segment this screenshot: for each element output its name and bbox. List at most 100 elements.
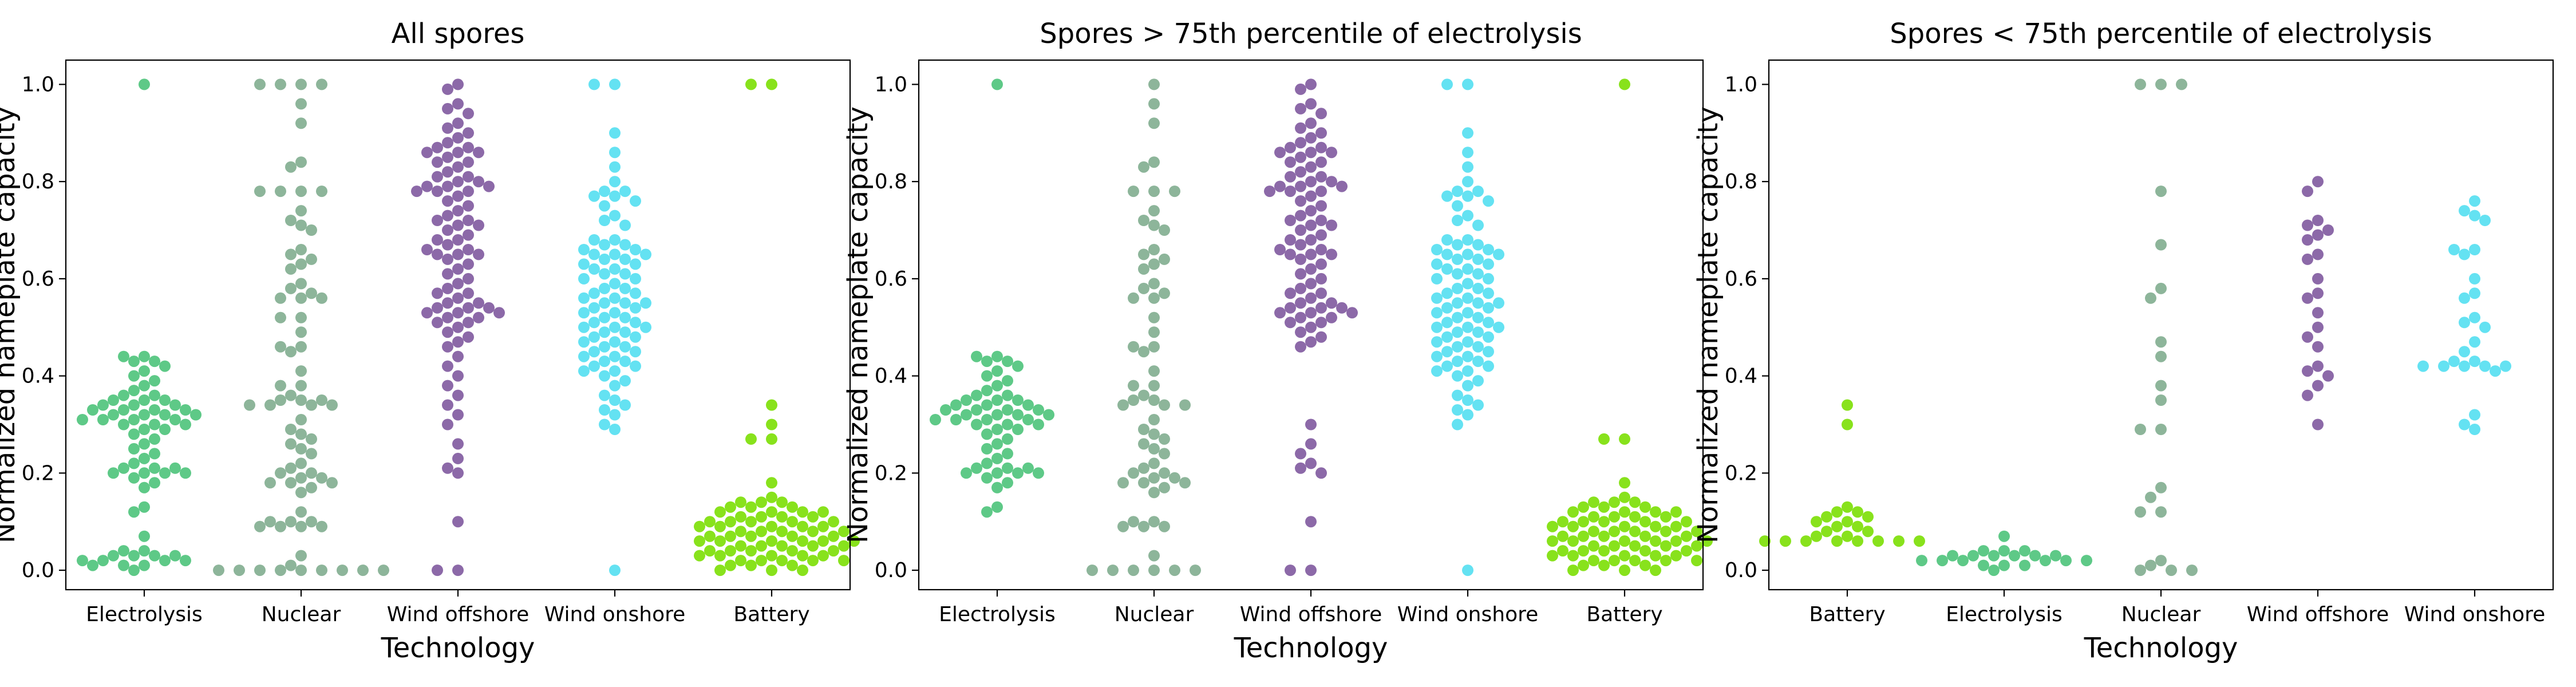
data-point bbox=[619, 341, 631, 353]
y-tick-label: 0.8 bbox=[22, 170, 54, 194]
data-point bbox=[1148, 244, 1160, 255]
data-point bbox=[1660, 555, 1672, 567]
data-point bbox=[1598, 530, 1610, 542]
data-point bbox=[609, 161, 621, 173]
data-point bbox=[411, 185, 422, 198]
data-point bbox=[991, 394, 1003, 406]
data-point bbox=[1138, 520, 1149, 532]
data-point bbox=[1441, 78, 1453, 90]
data-point bbox=[1547, 550, 1558, 562]
data-point bbox=[1619, 550, 1630, 562]
data-point bbox=[1441, 360, 1453, 372]
data-point bbox=[2155, 282, 2167, 294]
data-point bbox=[1978, 559, 1989, 571]
data-point bbox=[981, 443, 993, 455]
data-point bbox=[1937, 555, 1948, 567]
data-point bbox=[797, 564, 808, 577]
data-point bbox=[442, 462, 453, 474]
data-point bbox=[285, 516, 297, 528]
data-point bbox=[1305, 219, 1317, 231]
data-point bbox=[2155, 424, 2167, 435]
data-point bbox=[630, 302, 641, 314]
data-point bbox=[275, 341, 286, 353]
data-point bbox=[1998, 530, 2010, 542]
data-point bbox=[1557, 545, 1568, 557]
data-point bbox=[961, 394, 972, 406]
data-point bbox=[97, 414, 109, 425]
y-tick-label: 0.2 bbox=[1725, 461, 1757, 485]
data-point bbox=[787, 559, 798, 571]
data-point bbox=[619, 356, 631, 368]
data-point bbox=[285, 346, 297, 358]
data-point bbox=[1012, 360, 1024, 372]
data-point bbox=[609, 278, 621, 290]
data-point bbox=[1598, 545, 1610, 557]
data-point bbox=[609, 307, 621, 319]
data-point bbox=[473, 248, 484, 260]
data-point bbox=[1002, 375, 1013, 387]
data-point bbox=[1148, 205, 1160, 217]
data-point bbox=[2459, 418, 2470, 431]
data-point bbox=[1567, 564, 1579, 577]
data-point bbox=[1619, 491, 1630, 503]
data-point bbox=[1315, 141, 1327, 153]
y-tick-label: 0.0 bbox=[875, 559, 907, 582]
data-point bbox=[838, 526, 850, 538]
data-point bbox=[2155, 506, 2167, 518]
data-point bbox=[295, 326, 307, 338]
data-point bbox=[442, 239, 453, 251]
data-point bbox=[599, 341, 610, 353]
chart-panel-2: 0.0 0.2 0.4 0.6 0.8 1.0 Electrolysis Nuclear Win… bbox=[842, 18, 1713, 664]
data-point bbox=[1462, 263, 1473, 275]
data-point bbox=[1315, 244, 1327, 255]
data-point bbox=[1315, 317, 1327, 329]
data-point bbox=[609, 564, 621, 577]
data-point bbox=[2448, 356, 2460, 368]
data-point bbox=[1159, 433, 1170, 445]
data-point bbox=[1138, 438, 1149, 450]
data-point bbox=[244, 399, 255, 411]
data-point bbox=[295, 341, 307, 353]
data-point bbox=[108, 467, 119, 479]
data-point bbox=[2302, 234, 2313, 246]
data-point bbox=[442, 253, 453, 265]
data-point bbox=[463, 317, 474, 329]
data-point bbox=[316, 564, 327, 577]
data-point bbox=[1441, 234, 1453, 246]
data-point bbox=[473, 219, 484, 231]
data-point bbox=[463, 287, 474, 299]
data-point bbox=[1967, 550, 1979, 562]
data-point bbox=[630, 346, 641, 358]
data-point bbox=[493, 307, 505, 319]
data-point bbox=[1148, 394, 1160, 406]
data-point bbox=[1452, 356, 1463, 368]
data-point bbox=[452, 176, 464, 188]
data-point bbox=[1285, 234, 1296, 246]
y-tick-label: 0.4 bbox=[1725, 365, 1757, 388]
data-point bbox=[1148, 443, 1160, 455]
data-point bbox=[1274, 244, 1286, 255]
data-point bbox=[1567, 506, 1579, 518]
data-point bbox=[971, 350, 982, 362]
data-point bbox=[704, 530, 716, 542]
data-point bbox=[991, 365, 1003, 377]
data-point bbox=[1619, 535, 1630, 547]
data-point bbox=[1159, 448, 1170, 460]
data-point bbox=[1988, 550, 2000, 562]
data-point bbox=[1462, 248, 1473, 260]
data-point bbox=[295, 219, 307, 231]
data-point bbox=[1274, 307, 1286, 319]
data-point bbox=[1998, 545, 2010, 557]
data-point bbox=[640, 248, 651, 260]
data-point bbox=[599, 268, 610, 280]
data-point bbox=[1138, 424, 1149, 435]
data-point bbox=[1138, 215, 1149, 226]
data-point bbox=[452, 78, 464, 90]
data-point bbox=[745, 559, 757, 571]
data-point bbox=[1033, 418, 1044, 431]
data-point bbox=[452, 98, 464, 110]
data-point bbox=[87, 404, 98, 416]
data-point bbox=[306, 481, 317, 493]
data-point bbox=[452, 263, 464, 275]
data-point bbox=[1305, 117, 1317, 129]
